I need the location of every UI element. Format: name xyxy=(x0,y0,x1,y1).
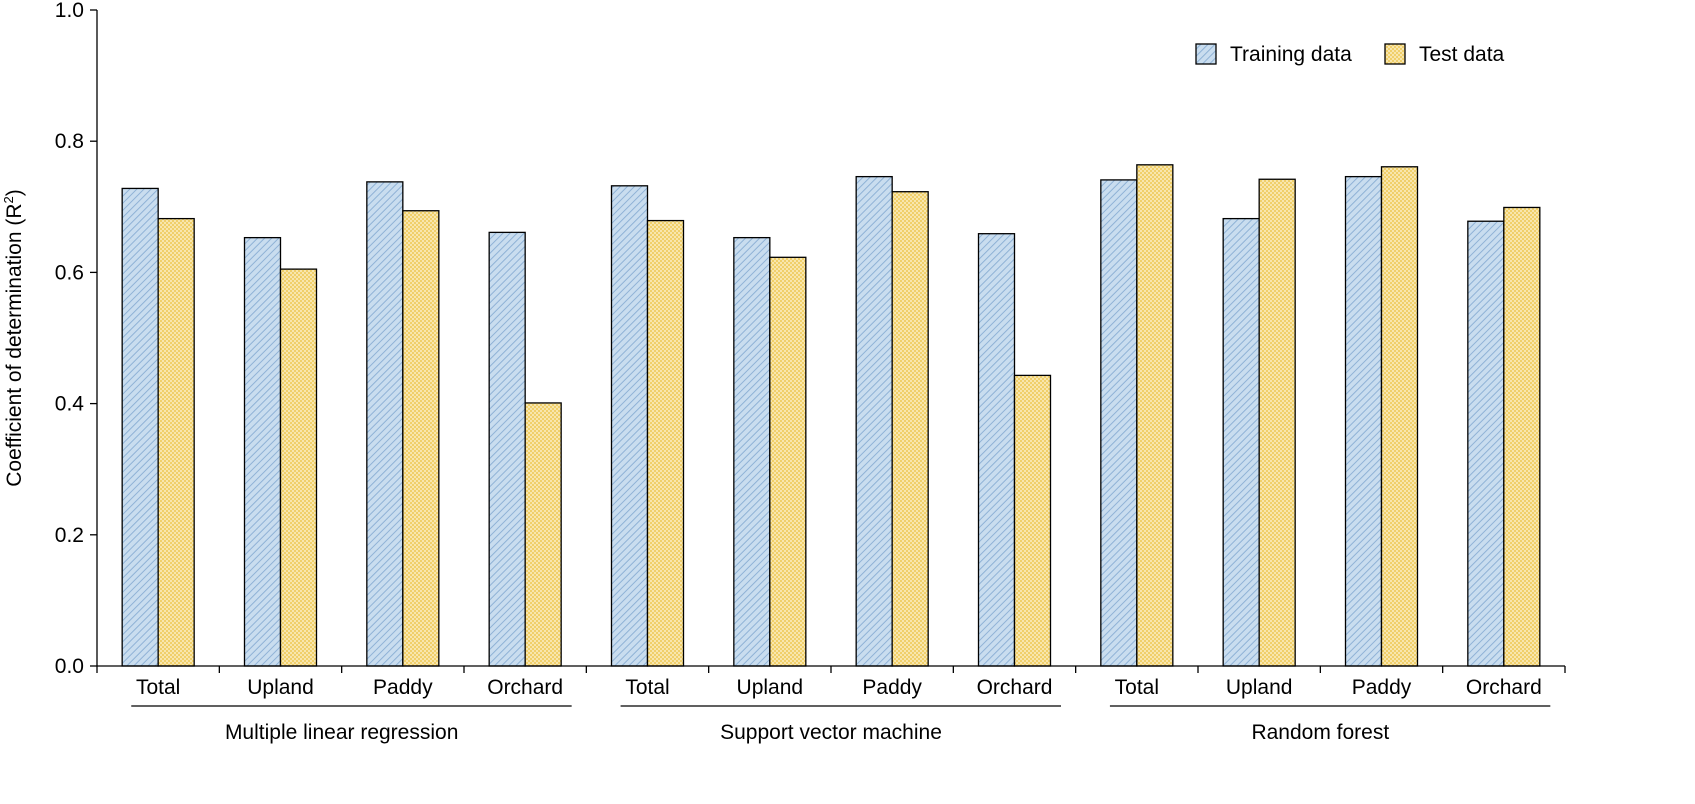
training-bar xyxy=(610,185,649,667)
training-bar xyxy=(1100,179,1138,667)
bars-layer xyxy=(121,164,1541,667)
test-bar xyxy=(769,256,807,667)
test-bar xyxy=(157,217,195,667)
test-bar xyxy=(1258,178,1296,667)
training-bar xyxy=(1467,220,1505,667)
x-category-label: Paddy xyxy=(1352,676,1412,699)
training-bar xyxy=(488,231,526,667)
x-category-label: Upland xyxy=(737,676,804,699)
training-bar xyxy=(366,181,404,667)
x-category-label: Orchard xyxy=(977,676,1053,699)
test-bar xyxy=(1013,374,1052,667)
x-category-label: Paddy xyxy=(373,676,433,699)
y-tick-label: 0.0 xyxy=(55,655,84,678)
x-category-label: Total xyxy=(1115,676,1159,699)
y-tick-label: 0.6 xyxy=(55,261,84,284)
training-bar xyxy=(733,236,771,667)
y-tick-label: 0.8 xyxy=(55,130,84,153)
test-bar xyxy=(646,219,685,667)
training-bar xyxy=(855,175,893,667)
training-bar xyxy=(977,233,1016,667)
x-category-label: Paddy xyxy=(862,676,922,699)
labels-layer: 0.0 0.2 0.4 0.6 0.8 1.0 Total Upland Paddy Orchar… xyxy=(1,0,1542,744)
legend: Training data Test data xyxy=(1195,43,1505,66)
test-bar xyxy=(524,402,562,667)
test-bar xyxy=(1380,166,1419,667)
legend-swatch-test xyxy=(1384,43,1406,65)
legend-label-training: Training data xyxy=(1230,43,1352,66)
training-bar xyxy=(1222,217,1260,667)
test-bar xyxy=(1503,206,1541,667)
group-label: Random forest xyxy=(1251,721,1389,744)
axes-layer xyxy=(90,9,1566,707)
x-category-label: Upland xyxy=(1226,676,1293,699)
legend-label-test: Test data xyxy=(1419,43,1505,66)
test-bar xyxy=(279,268,318,667)
training-bar xyxy=(1344,175,1383,667)
group-label: Multiple linear regression xyxy=(225,721,458,744)
training-bar xyxy=(121,187,159,667)
x-category-label: Upland xyxy=(247,676,314,699)
x-category-label: Orchard xyxy=(1466,676,1542,699)
y-axis-title: Coefficient of determination (R2) xyxy=(1,189,26,487)
test-bar xyxy=(891,191,929,667)
y-tick-label: 1.0 xyxy=(55,0,84,22)
y-tick-label: 0.4 xyxy=(55,393,85,416)
x-category-label: Total xyxy=(625,676,669,699)
test-bar xyxy=(1136,164,1174,667)
test-bar xyxy=(402,210,440,667)
x-category-label: Orchard xyxy=(487,676,563,699)
training-bar xyxy=(243,236,282,667)
legend-swatch-training xyxy=(1195,43,1217,65)
x-category-label: Total xyxy=(136,676,180,699)
y-tick-label: 0.2 xyxy=(55,524,84,547)
group-label: Support vector machine xyxy=(720,721,942,744)
